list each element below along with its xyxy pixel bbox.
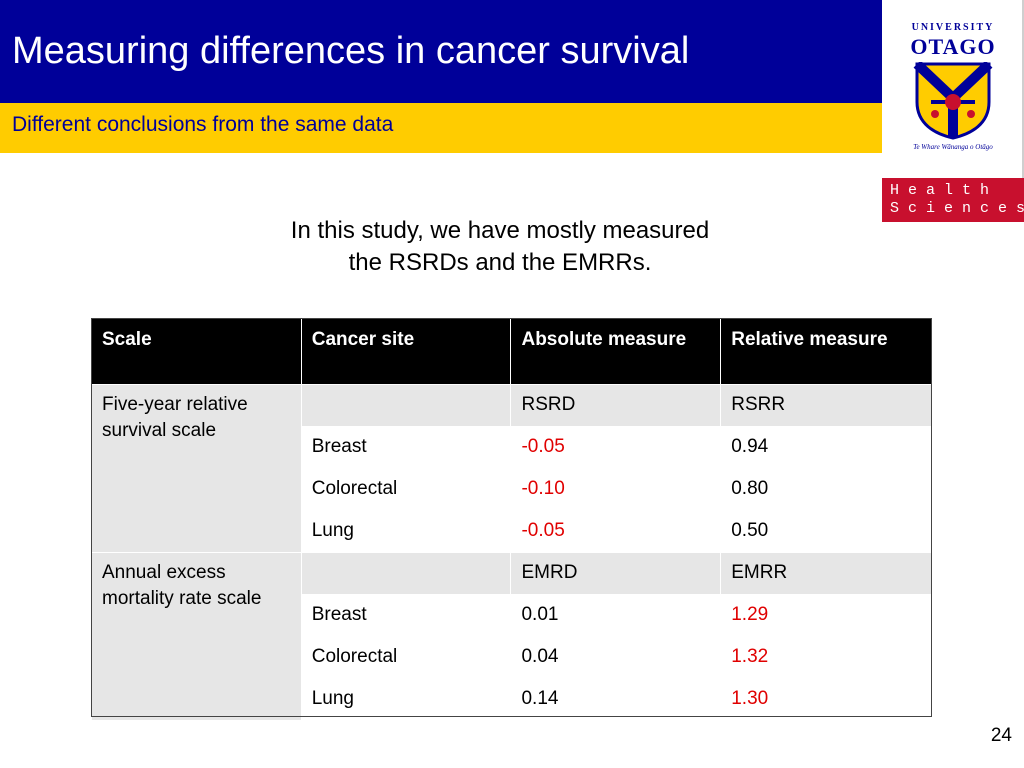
health-text: Health xyxy=(890,182,999,199)
header-relative-measure: Relative measure xyxy=(720,318,932,385)
table-row: Lung -0.05 0.50 xyxy=(92,510,932,553)
intro-text: In this study, we have mostly measured t… xyxy=(200,215,800,279)
measure-name-relative: EMRR xyxy=(720,552,932,595)
table-header-row: Scale Cancer site Absolute measure Relat… xyxy=(91,318,932,385)
absolute-value-cell: 0.14 xyxy=(510,678,722,721)
slide-title: Measuring differences in cancer survival xyxy=(12,30,690,72)
survival-table: Scale Cancer site Absolute measure Relat… xyxy=(91,318,932,721)
site-cell: Breast xyxy=(300,594,512,637)
site-cell-empty xyxy=(300,552,512,595)
header-cancer-site: Cancer site xyxy=(300,318,512,385)
table-row: Colorectal -0.10 0.80 xyxy=(92,468,932,511)
slide-subtitle: Different conclusions from the same data xyxy=(12,113,394,136)
measure-name-relative: RSRR xyxy=(720,384,932,427)
university-logo: UNIVERSITY OTAGO Te Whare Wānanga o Otāg… xyxy=(882,0,1024,222)
table-row: Breast 0.01 1.29 xyxy=(92,594,932,637)
table-row: Five-year relative survival scale RSRD R… xyxy=(91,384,932,553)
site-cell: Colorectal xyxy=(300,636,512,679)
logo-motto: Te Whare Wānanga o Otāgo xyxy=(913,143,993,151)
site-cell: Lung xyxy=(300,510,512,553)
relative-value-cell: 0.50 xyxy=(720,510,932,553)
measure-name-absolute: RSRD xyxy=(510,384,722,427)
header-absolute-measure: Absolute measure xyxy=(510,318,722,385)
absolute-value-cell: 0.04 xyxy=(510,636,722,679)
scale-cell: Five-year relative survival scale xyxy=(91,384,302,553)
site-cell-empty xyxy=(300,384,512,427)
table-row: Colorectal 0.04 1.32 xyxy=(92,636,932,679)
page-number: 24 xyxy=(990,725,1012,746)
relative-value-cell: 0.94 xyxy=(720,426,932,469)
intro-line-1: In this study, we have mostly measured xyxy=(290,217,710,244)
logo-card: UNIVERSITY OTAGO Te Whare Wānanga o Otāg… xyxy=(882,0,1024,178)
site-cell: Colorectal xyxy=(300,468,512,511)
absolute-value-cell: -0.10 xyxy=(510,468,722,511)
sciences-text: Sciences xyxy=(890,200,1024,217)
table-row: Lung 0.14 1.30 xyxy=(92,678,932,721)
relative-value-cell: 0.80 xyxy=(720,468,932,511)
relative-value-cell: 1.30 xyxy=(720,678,932,721)
title-bar: Measuring differences in cancer survival xyxy=(0,0,882,103)
measure-name-absolute: EMRD xyxy=(510,552,722,595)
logo-university-text: UNIVERSITY xyxy=(911,22,995,33)
table-row: Annual excess mortality rate scale EMRD … xyxy=(91,552,932,721)
header-scale: Scale xyxy=(91,318,302,385)
site-cell: Breast xyxy=(300,426,512,469)
absolute-value-cell: 0.01 xyxy=(510,594,722,637)
table-row: Breast -0.05 0.94 xyxy=(92,426,932,469)
intro-line-2: the RSRDs and the EMRRs. xyxy=(348,249,652,276)
absolute-value-cell: -0.05 xyxy=(510,510,722,553)
crest-icon xyxy=(913,62,993,140)
health-sciences-banner: Health Sciences xyxy=(882,178,1024,222)
site-cell: Lung xyxy=(300,678,512,721)
relative-value-cell: 1.32 xyxy=(720,636,932,679)
subtitle-bar: Different conclusions from the same data xyxy=(0,103,882,153)
logo-otago-text: OTAGO xyxy=(910,34,996,59)
relative-value-cell: 1.29 xyxy=(720,594,932,637)
absolute-value-cell: -0.05 xyxy=(510,426,722,469)
scale-cell: Annual excess mortality rate scale xyxy=(91,552,302,721)
